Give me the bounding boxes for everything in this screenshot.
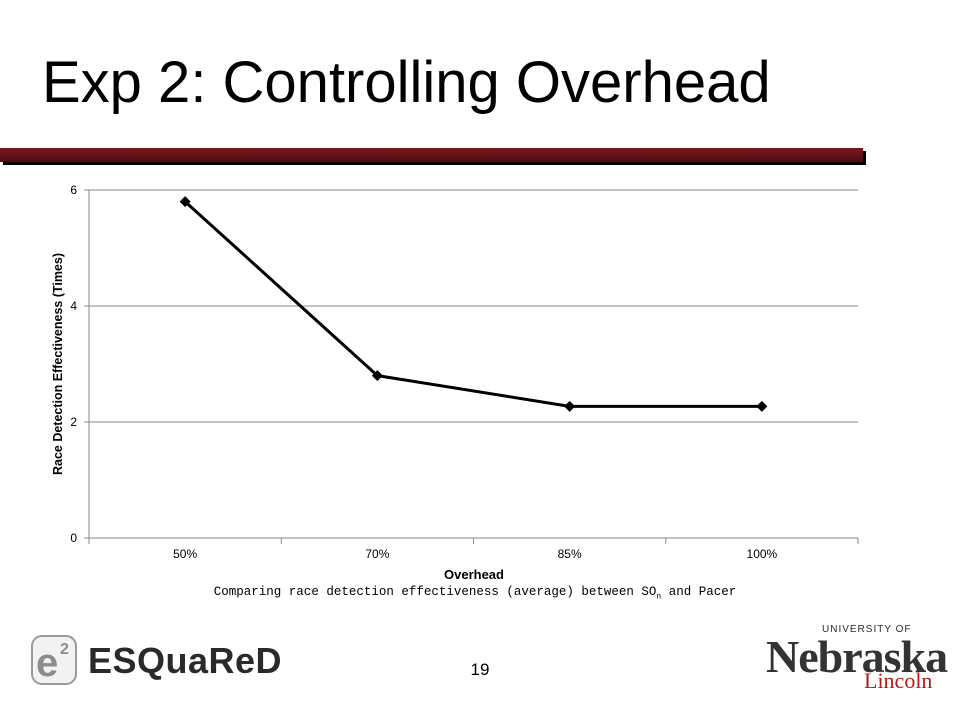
caption-text-end: and Pacer bbox=[661, 585, 737, 599]
unl-logo-sub: Lincoln bbox=[864, 668, 933, 693]
esquared-logo-mark-icon: e 2 bbox=[31, 635, 77, 685]
unl-logo-top: UNIVERSITY OF bbox=[822, 624, 912, 635]
y-axis-label: Race Detection Effectiveness (Times) bbox=[51, 253, 65, 475]
series-line bbox=[184, 200, 762, 408]
data-point bbox=[371, 370, 383, 382]
y-tick-label: 4 bbox=[70, 299, 77, 313]
title-divider-bar bbox=[0, 148, 863, 162]
data-point bbox=[756, 400, 768, 412]
esquared-logo-text: ESQuaReD bbox=[88, 640, 283, 681]
x-axis-label: Overhead bbox=[444, 567, 504, 582]
y-tick-label: 6 bbox=[70, 183, 77, 197]
chart-caption: Comparing race detection effectiveness (… bbox=[0, 585, 950, 602]
x-tick-label: 50% bbox=[173, 547, 197, 561]
caption-text: Comparing race detection effectiveness (… bbox=[213, 585, 657, 599]
svg-text:2: 2 bbox=[60, 641, 69, 658]
line-chart: 0 2 4 6 50% 70% 85% 100% Overhead Race Detectio… bbox=[51, 183, 859, 582]
y-tick-label: 0 bbox=[70, 531, 77, 545]
x-tick-label: 70% bbox=[365, 547, 389, 561]
data-point bbox=[564, 400, 576, 412]
page-number: 19 bbox=[470, 660, 490, 679]
unl-logo-name: Nebraska bbox=[766, 631, 948, 682]
esquared-logo: e 2 ESQuaReD bbox=[30, 632, 282, 690]
x-tick-label: 100% bbox=[747, 547, 778, 561]
caption-subscript: n bbox=[656, 592, 662, 602]
x-tick-label: 85% bbox=[558, 547, 582, 561]
svg-text:e: e bbox=[36, 641, 58, 685]
y-tick-label: 2 bbox=[70, 415, 77, 429]
data-point bbox=[179, 196, 191, 208]
unl-logo: UNIVERSITY OF Nebraska Lincoln bbox=[766, 622, 948, 694]
slide-title: Exp 2: Controlling Overhead bbox=[42, 50, 771, 115]
